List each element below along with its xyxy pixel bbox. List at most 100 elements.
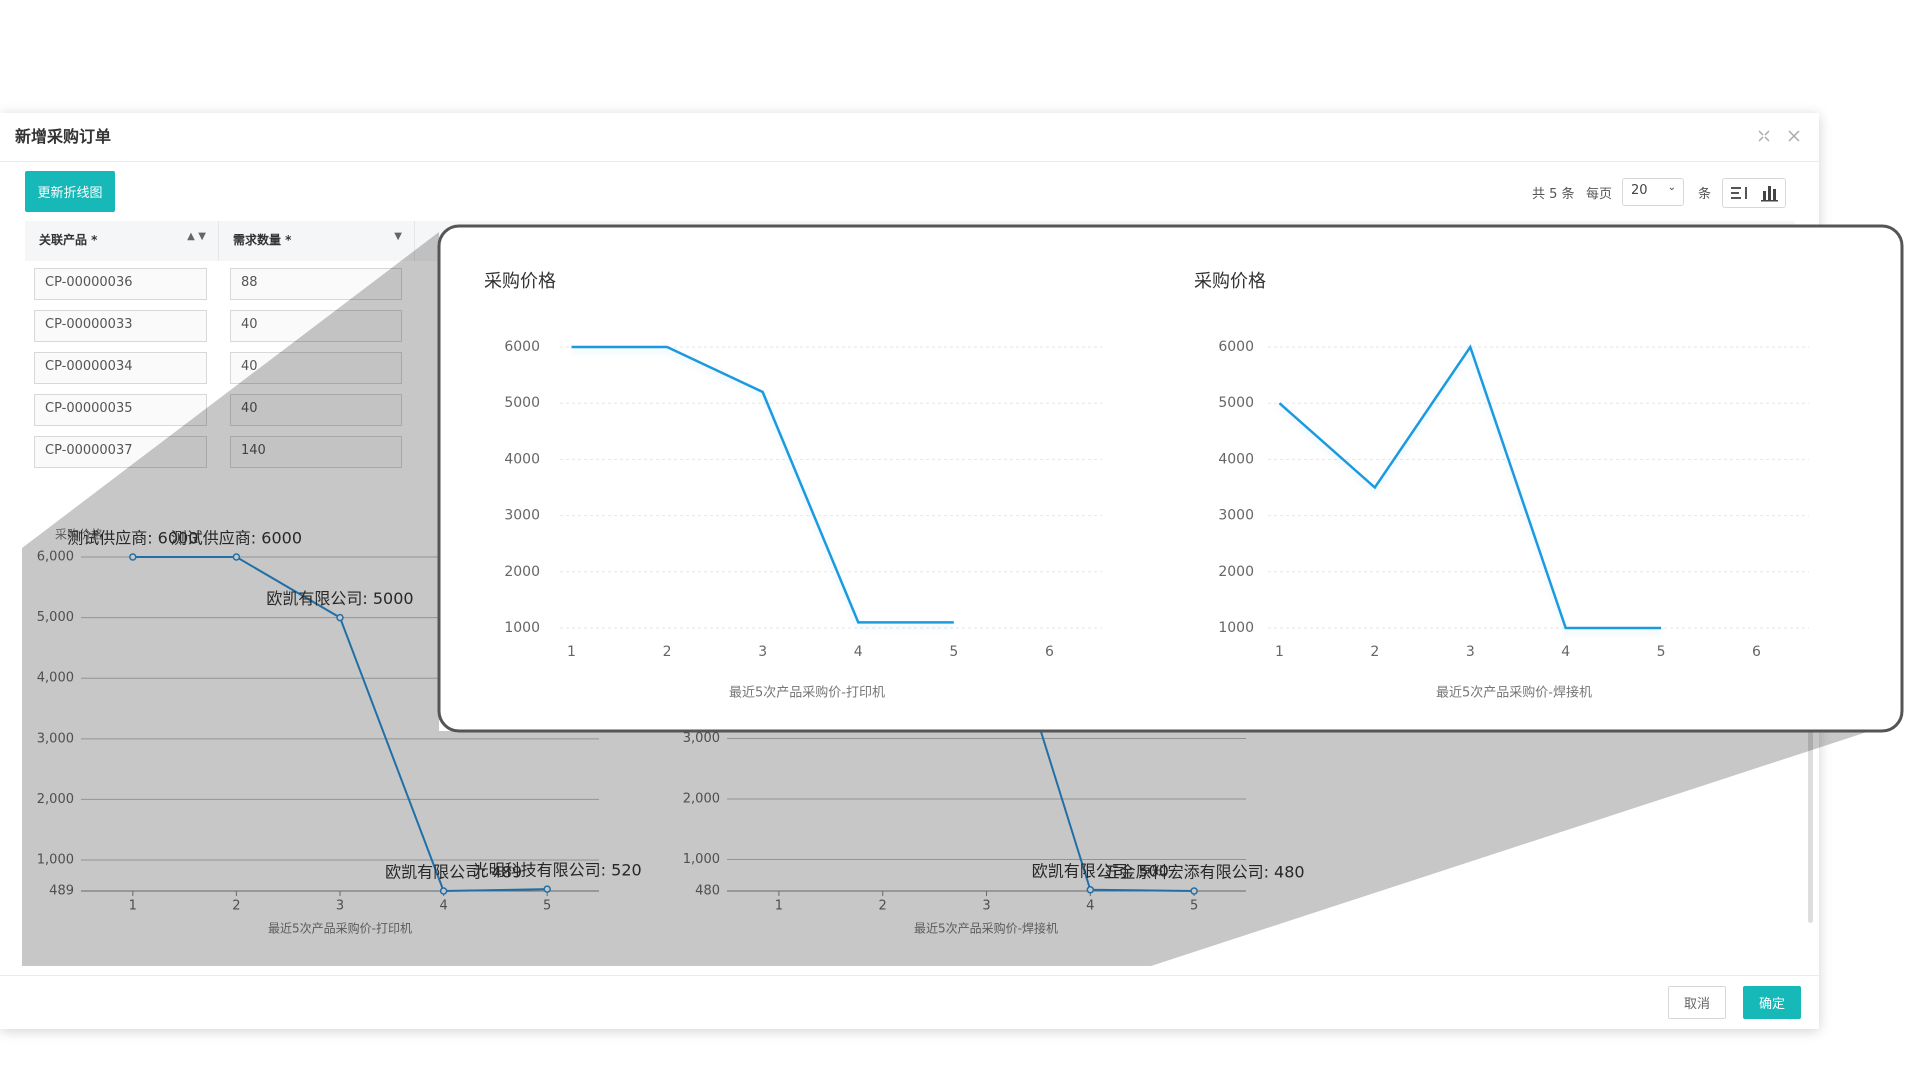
dialog-title: 新增采购订单 bbox=[15, 127, 112, 146]
y-tick-label: 4000 bbox=[1218, 451, 1254, 467]
table-cell[interactable]: CP-00000037 bbox=[34, 436, 207, 468]
y-tick-label: 1,000 bbox=[683, 852, 720, 867]
x-tick-label: 2 bbox=[232, 899, 240, 914]
x-axis-title: 最近5次产品采购价-打印机 bbox=[729, 685, 885, 701]
divider bbox=[0, 975, 1819, 976]
data-point bbox=[336, 613, 344, 622]
total-count: 共 5 条 bbox=[1532, 187, 1575, 202]
page-size: 20 bbox=[1631, 183, 1648, 198]
x-tick-label: 3 bbox=[336, 899, 344, 914]
cancel-button[interactable]: 取消 bbox=[1668, 986, 1726, 1019]
table-cell[interactable]: 40 bbox=[230, 352, 402, 384]
y-tick-label: 3000 bbox=[1218, 508, 1254, 524]
y-tick-label: 5000 bbox=[1218, 395, 1254, 411]
chart-title: 采购价格 bbox=[55, 527, 103, 542]
table-cell[interactable]: 140 bbox=[230, 436, 402, 468]
table-cell[interactable]: CP-00000033 bbox=[34, 310, 207, 342]
x-tick-label: 3 bbox=[982, 899, 990, 914]
x-tick-label: 4 bbox=[1561, 644, 1570, 660]
x-axis-title: 最近5次产品采购价-打印机 bbox=[268, 921, 412, 936]
header-text: 需求数量 * bbox=[233, 233, 292, 247]
data-label: 欧凯有限公司: 5000 bbox=[266, 589, 413, 608]
close-icon[interactable] bbox=[1788, 130, 1800, 142]
y-tick-label: 4,000 bbox=[37, 671, 74, 686]
sort-icon bbox=[1731, 187, 1747, 199]
data-point bbox=[543, 885, 551, 893]
x-tick-label: 6 bbox=[1045, 644, 1054, 660]
page-size-select[interactable]: 20 ⌄ bbox=[1622, 178, 1684, 206]
dropdown-arrow: ⌄ bbox=[1667, 182, 1676, 193]
chart-title: 采购价格 bbox=[1194, 271, 1266, 292]
x-tick-label: 5 bbox=[1657, 644, 1666, 660]
x-tick-label: 2 bbox=[1370, 644, 1379, 660]
confirm-button[interactable]: 确定 bbox=[1743, 986, 1801, 1019]
y-tick-label: 5000 bbox=[504, 395, 540, 411]
column-header: 需求数量 * ▼ bbox=[219, 221, 415, 261]
unit-label: 条 bbox=[1698, 187, 1712, 202]
x-tick-label: 6 bbox=[1752, 644, 1761, 660]
y-tick-label: 6000 bbox=[504, 339, 540, 355]
x-tick-label: 1 bbox=[775, 899, 783, 914]
x-tick-label: 1 bbox=[567, 644, 576, 660]
x-tick-label: 5 bbox=[543, 899, 551, 914]
divider bbox=[0, 161, 1819, 162]
y-tick-label: 1000 bbox=[1218, 620, 1254, 636]
chart-title: 采购价格 bbox=[484, 271, 556, 292]
x-tick-label: 3 bbox=[1466, 644, 1475, 660]
data-point bbox=[129, 553, 137, 561]
data-point bbox=[232, 553, 241, 561]
y-tick-label: 480 bbox=[695, 884, 720, 899]
x-tick-label: 4 bbox=[439, 899, 447, 914]
data-point bbox=[1190, 887, 1198, 895]
view-icons bbox=[1731, 186, 1778, 202]
y-tick-label: 3000 bbox=[504, 508, 540, 524]
zoom-box bbox=[437, 224, 1904, 733]
x-tick-label: 5 bbox=[949, 644, 958, 660]
data-point bbox=[439, 887, 448, 895]
table-cell[interactable]: 40 bbox=[230, 310, 402, 342]
x-tick-label: 1 bbox=[1275, 644, 1284, 660]
data-label: 测试供应商: 6000 bbox=[171, 529, 302, 548]
y-tick-label: 4000 bbox=[504, 451, 540, 467]
y-tick-label: 2000 bbox=[504, 564, 540, 580]
x-axis-title: 最近5次产品采购价-焊接机 bbox=[1436, 685, 1592, 701]
x-tick-label: 4 bbox=[854, 644, 863, 660]
x-tick-label: 5 bbox=[1190, 899, 1198, 914]
x-tick-label: 3 bbox=[758, 644, 767, 660]
zoom-charts: 采购价格 1000 2000 3000 4000 5000 6000 1 2 3 4 5 6 最近5次产品… bbox=[484, 271, 1809, 701]
column-header: 关联产品 * ▲ ▼ bbox=[25, 221, 219, 261]
data-label: 欧凯有限公司: 500 bbox=[1032, 861, 1169, 880]
table-cell[interactable]: 40 bbox=[230, 394, 402, 426]
y-tick-label: 2,000 bbox=[683, 792, 720, 807]
table-cell[interactable]: CP-00000034 bbox=[34, 352, 207, 384]
data-label: 欧凯有限公司: 489 bbox=[385, 863, 522, 882]
per-page-label: 每页 bbox=[1586, 187, 1613, 202]
header-icons: ▼ bbox=[394, 231, 402, 242]
price-line bbox=[571, 345, 954, 624]
view-toggle[interactable] bbox=[1722, 178, 1786, 208]
table-cell[interactable]: 88 bbox=[230, 268, 402, 300]
y-tick-label: 489 bbox=[49, 884, 74, 899]
update-chart-button[interactable]: 更新折线图 bbox=[25, 171, 115, 212]
zoom-shadow bbox=[22, 232, 1870, 966]
table-cell[interactable]: CP-00000036 bbox=[34, 268, 207, 300]
bar-icon bbox=[1761, 186, 1778, 202]
data-label: 测试供应商: 6000 bbox=[67, 529, 198, 548]
fullscreen-icon[interactable] bbox=[1758, 130, 1770, 142]
y-tick-label: 1000 bbox=[504, 620, 540, 636]
price-line bbox=[1278, 344, 1662, 630]
y-tick-label: 6000 bbox=[1218, 339, 1254, 355]
x-axis-title: 最近5次产品采购价-焊接机 bbox=[914, 921, 1058, 936]
window-controls bbox=[1758, 130, 1800, 142]
y-tick-label: 1,000 bbox=[37, 853, 74, 868]
y-tick-label: 6,000 bbox=[37, 550, 74, 565]
table-cell[interactable]: CP-00000035 bbox=[34, 394, 207, 426]
data-label: 光明科技有限公司: 520 bbox=[473, 861, 642, 880]
header-text: 关联产品 * bbox=[39, 233, 98, 247]
y-tick-label: 3,000 bbox=[683, 731, 720, 746]
y-tick-label: 2,000 bbox=[37, 792, 74, 807]
data-point bbox=[1086, 886, 1095, 894]
y-tick-label: 3,000 bbox=[37, 731, 74, 746]
